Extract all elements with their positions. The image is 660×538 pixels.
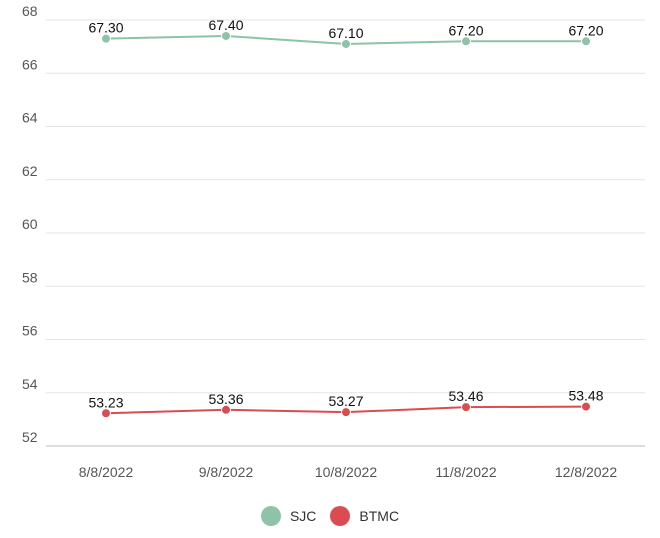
- data-point-btmc: [101, 408, 111, 419]
- data-point-sjc: [101, 33, 111, 44]
- data-point-sjc: [341, 38, 351, 49]
- legend-item-btmc[interactable]: BTMC: [330, 506, 399, 526]
- legend: SJC BTMC: [0, 506, 660, 526]
- data-label-sjc: 67.10: [328, 25, 363, 41]
- data-label-sjc: 67.20: [568, 22, 603, 38]
- data-point-btmc: [461, 402, 471, 413]
- grid-lines: [46, 19, 645, 447]
- data-point-sjc: [581, 36, 591, 47]
- data-label-sjc: 67.40: [208, 17, 243, 33]
- y-tick-label-66: 66: [22, 56, 38, 72]
- data-labels: 67.30 67.40 67.10 67.20 67.20 53.23 53.36 53.27…: [88, 17, 603, 410]
- legend-label-sjc: SJC: [289, 508, 317, 524]
- series-lines: [101, 30, 591, 419]
- x-axis-ticks: 8/8/2022 9/8/2022 10/8/2022 11/8/2022 12/8/2…: [79, 464, 618, 480]
- x-tick-label: 12/8/2022: [555, 464, 617, 480]
- y-tick-label-58: 58: [22, 269, 38, 285]
- legend-swatch-btmc: [330, 506, 351, 526]
- line-chart: 52 54 56 58 60 62 64 66 68 8/8/2022 9/8/2022 10/8/…: [22, 3, 645, 480]
- legend-swatch-sjc: [260, 506, 281, 526]
- legend-label-btmc: BTMC: [359, 508, 400, 524]
- data-label-btmc: 53.23: [88, 394, 123, 410]
- y-tick-label-64: 64: [22, 110, 38, 126]
- y-tick-label-52: 52: [22, 429, 38, 445]
- x-tick-label: 8/8/2022: [79, 464, 134, 480]
- legend-item-sjc[interactable]: SJC: [260, 506, 317, 526]
- y-tick-label-62: 62: [22, 163, 38, 179]
- data-point-btmc: [221, 404, 231, 415]
- y-tick-label-56: 56: [22, 323, 38, 339]
- y-tick-label-60: 60: [22, 216, 38, 232]
- data-point-sjc: [221, 30, 231, 41]
- y-tick-label-54: 54: [22, 376, 38, 392]
- data-point-btmc: [581, 401, 591, 412]
- x-tick-label: 11/8/2022: [435, 464, 496, 480]
- y-tick-label-68: 68: [22, 3, 38, 19]
- y-axis-ticks: 52 54 56 58 60 62 64 66 68: [22, 3, 38, 445]
- data-point-sjc: [461, 36, 471, 47]
- data-label-sjc: 67.30: [88, 20, 123, 36]
- x-tick-label: 10/8/2022: [315, 464, 377, 480]
- data-label-btmc: 53.36: [208, 391, 243, 407]
- data-label-sjc: 67.20: [448, 22, 483, 38]
- data-label-btmc: 53.48: [568, 388, 603, 404]
- x-tick-label: 9/8/2022: [199, 464, 254, 480]
- data-label-btmc: 53.27: [328, 393, 363, 409]
- data-point-btmc: [341, 407, 351, 418]
- data-label-btmc: 53.46: [448, 388, 483, 404]
